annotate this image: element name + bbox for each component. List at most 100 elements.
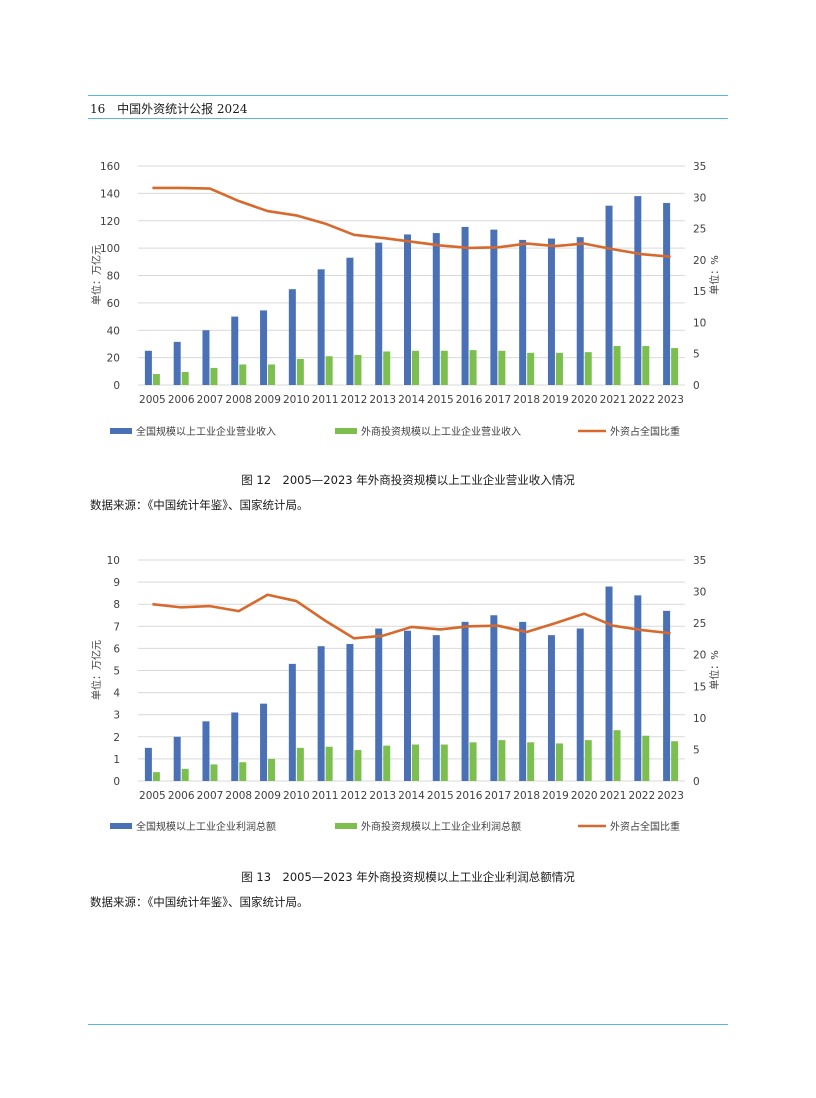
x-tick-label: 2022: [628, 790, 655, 802]
bar-national: [231, 712, 239, 781]
y-right-tick-label: 20: [693, 255, 706, 267]
bar-foreign: [181, 768, 189, 781]
chart-profit: 0 1 2 3 4 5 6 7 8 9 10 0 5 10 15 20 25 30 35 单位：万亿元 单位：% 2005…: [88, 548, 728, 844]
x-tick-label: 2018: [513, 394, 540, 406]
bar-foreign: [527, 742, 535, 781]
bar-foreign: [296, 747, 304, 781]
bar-national: [519, 239, 527, 385]
x-tick-label: 2018: [513, 790, 540, 802]
bar-national: [317, 269, 325, 385]
x-tick-label: 2012: [341, 790, 368, 802]
bar-national: [519, 621, 527, 781]
bar-national: [346, 643, 354, 781]
bar-national: [634, 196, 642, 385]
bar-national: [576, 237, 584, 385]
x-tick-label: 2008: [225, 394, 252, 406]
bar-national: [202, 721, 210, 781]
legend-swatch-foreign: [335, 428, 357, 434]
x-tick-label: 2016: [456, 394, 483, 406]
y-left-tick-label: 9: [113, 577, 120, 589]
publication-title: 中国外资统计公报 2024: [117, 102, 248, 116]
bar-foreign: [383, 745, 391, 781]
bar-foreign: [613, 345, 621, 385]
bar-foreign: [354, 354, 362, 385]
y-left-tick-label: 1: [113, 754, 120, 766]
x-tick-label: 2014: [398, 790, 425, 802]
bar-foreign: [239, 762, 247, 781]
line-foreign-share: [152, 593, 671, 640]
x-tick-label: 2011: [312, 394, 339, 406]
bar-national: [461, 621, 469, 781]
x-tick-label: 2009: [254, 394, 281, 406]
bar-foreign: [642, 735, 650, 781]
x-tick-label: 2021: [600, 790, 627, 802]
bar-foreign: [325, 746, 333, 781]
y-left-tick-label: 5: [113, 666, 120, 678]
bar-foreign: [210, 367, 218, 385]
y-left-axis-label: 单位：万亿元: [90, 245, 103, 305]
legend-label-national: 全国规模以上工业企业利润总额: [136, 820, 276, 833]
legend-label-foreign: 外商投资规模以上工业企业营业收入: [361, 425, 521, 438]
data-source-12: 数据来源：《中国统计年鉴》、国家统计局。: [90, 498, 309, 512]
y-left-tick-label: 140: [100, 188, 120, 200]
bar-foreign: [325, 356, 333, 385]
bar-foreign: [469, 350, 477, 385]
y-right-tick-label: 35: [693, 555, 706, 567]
legend-label-share: 外资占全国比重: [610, 820, 680, 833]
bar-foreign: [412, 744, 419, 781]
y-left-axis-label: 单位：万亿元: [90, 640, 103, 700]
x-tick-label: 2017: [485, 394, 512, 406]
x-tick-label: 2019: [542, 394, 569, 406]
bar-national: [605, 586, 613, 781]
bar-foreign: [584, 352, 592, 385]
x-tick-label: 2013: [369, 790, 396, 802]
bar-foreign: [671, 741, 679, 781]
bar-foreign: [440, 350, 448, 385]
bar-national: [547, 238, 555, 385]
y-right-axis-label: 单位：%: [708, 650, 721, 690]
y-left-tick-label: 8: [113, 599, 120, 611]
figure-caption-13: 图 13 2005—2023 年外商投资规模以上工业企业利润总额情况: [241, 870, 575, 884]
y-right-tick-label: 15: [693, 286, 706, 298]
page-number: 16: [90, 102, 106, 116]
y-left-tick-label: 0: [113, 776, 120, 788]
x-tick-label: 2016: [456, 790, 483, 802]
y-right-axis-label: 单位：%: [708, 255, 721, 295]
bar-foreign: [268, 364, 276, 385]
bar-national: [173, 341, 181, 385]
chart-revenue-svg: 0 20 40 60 80 100 120 140 160 0 5 10 15 20 25 30 35 单位：万亿…: [90, 161, 721, 438]
chart-profit-svg: 0 1 2 3 4 5 6 7 8 9 10 0 5 10 15 20 25 30 35 单位：万亿元 单位：% 2005…: [90, 555, 721, 833]
bar-national: [346, 257, 354, 385]
y-right-tick-label: 5: [693, 744, 700, 756]
y-left-tick-label: 3: [113, 710, 120, 722]
header-top-rule: [88, 95, 728, 96]
bar-national: [375, 242, 383, 385]
bar-foreign: [527, 352, 535, 385]
y-right-tick-label: 35: [693, 161, 706, 173]
page-header: 16 中国外资统计公报 2024: [90, 100, 247, 117]
bar-national: [317, 646, 325, 781]
y-left-tick-label: 160: [100, 161, 120, 173]
bar-national: [404, 630, 411, 781]
bar-foreign: [181, 371, 189, 385]
x-tick-label: 2005: [139, 790, 166, 802]
y-left-tick-label: 7: [113, 621, 120, 633]
x-tick-label: 2007: [197, 790, 224, 802]
x-tick-label: 2017: [485, 790, 512, 802]
x-tick-label: 2013: [369, 394, 396, 406]
legend-swatch-foreign: [335, 823, 357, 829]
x-tick-label: 2010: [283, 790, 310, 802]
bar-foreign: [239, 364, 247, 385]
bar-national: [260, 310, 268, 385]
bar-national: [634, 595, 642, 781]
bar-foreign: [296, 358, 304, 385]
bar-national: [547, 635, 555, 781]
x-tick-label: 2007: [197, 394, 224, 406]
x-tick-label: 2012: [341, 394, 368, 406]
x-tick-label: 2019: [542, 790, 569, 802]
x-tick-label: 2009: [254, 790, 281, 802]
y-right-tick-label: 15: [693, 681, 706, 693]
figure-caption-12: 图 12 2005—2023 年外商投资规模以上工业企业营业收入情况: [241, 473, 575, 487]
bar-foreign: [555, 352, 563, 385]
legend-label-foreign: 外商投资规模以上工业企业利润总额: [361, 820, 521, 833]
